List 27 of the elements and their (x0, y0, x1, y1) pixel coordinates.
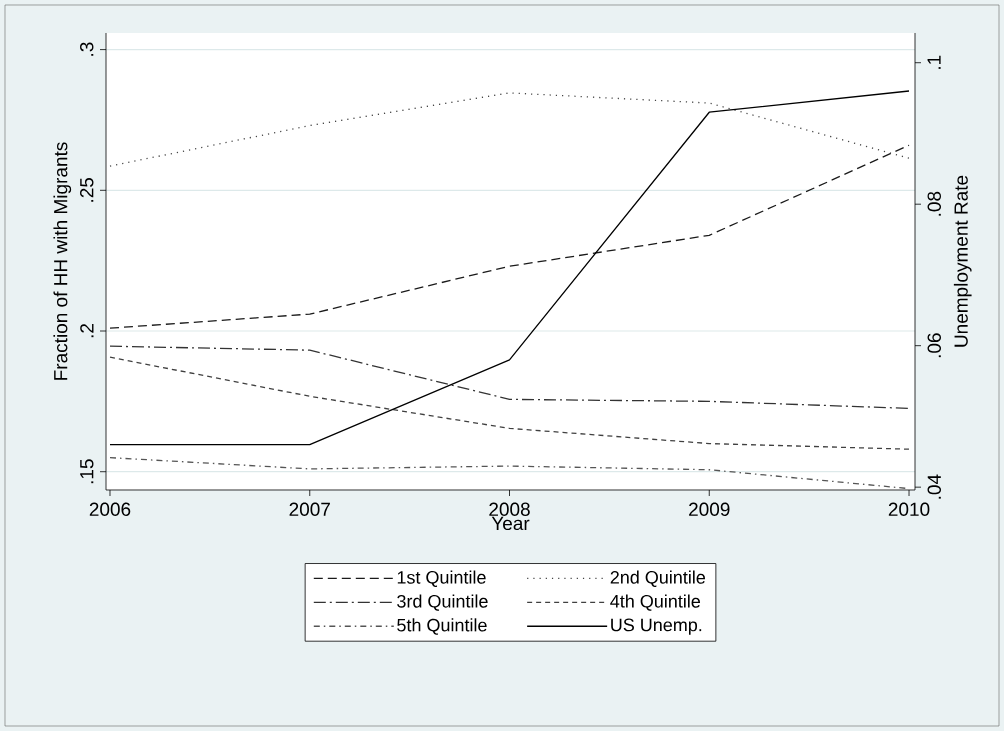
legend-label: 2nd Quintile (610, 570, 706, 587)
line-series (109, 356, 910, 450)
y2-tick-label: .1 (927, 55, 941, 69)
line-series (109, 92, 910, 167)
y2-tick-label: .06 (927, 333, 941, 358)
y-tick-label: .15 (80, 459, 94, 484)
x-tick-label: 2010 (888, 502, 930, 516)
y2-tick-label: .04 (927, 474, 941, 499)
x-tick-label: 2006 (89, 502, 131, 516)
y2-axis-title: Unemployment Rate (953, 175, 972, 347)
y-axis-title: Fraction of HH with Migrants (53, 142, 72, 380)
x-tick-label: 2008 (489, 502, 530, 516)
y-tick-label: .2 (80, 324, 94, 338)
legend-label: US Unemp. (611, 618, 702, 635)
x-axis-title: Year (491, 516, 530, 531)
line-series (109, 144, 910, 329)
legend-label: 4th Quintile (610, 594, 701, 611)
y-tick-label: .25 (80, 177, 94, 202)
legend-label: 5th Quintile (397, 618, 487, 635)
x-tick-label: 2007 (289, 502, 330, 516)
legend-label: 1st Quintile (397, 570, 486, 587)
x-tick-label: 2009 (689, 502, 730, 516)
line-series (109, 345, 910, 410)
line-series (109, 90, 910, 446)
legend-label: 3rd Quintile (397, 594, 488, 611)
y2-tick-label: .08 (927, 191, 941, 216)
y-tick-label: .3 (80, 42, 94, 56)
